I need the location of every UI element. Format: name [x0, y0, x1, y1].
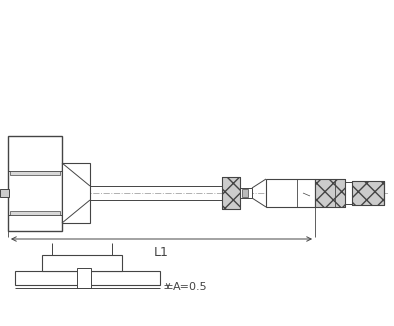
Bar [266, 179, 315, 207]
Bar [10, 171, 60, 175]
Text: L1: L1 [154, 246, 169, 259]
Bar [242, 189, 248, 197]
Bar [345, 182, 352, 204]
Bar [352, 181, 384, 205]
Bar [10, 211, 60, 215]
Bar [62, 163, 90, 223]
Bar [222, 177, 240, 209]
Bar [8, 136, 62, 231]
Bar [240, 188, 252, 198]
Bar [222, 177, 240, 209]
Bar [15, 271, 160, 285]
Text: A=0.5: A=0.5 [173, 281, 208, 291]
Bar [315, 179, 345, 207]
Bar [352, 181, 384, 205]
Bar [0, 189, 9, 197]
Bar [77, 268, 91, 288]
Bar [315, 179, 345, 207]
Bar [42, 255, 122, 271]
